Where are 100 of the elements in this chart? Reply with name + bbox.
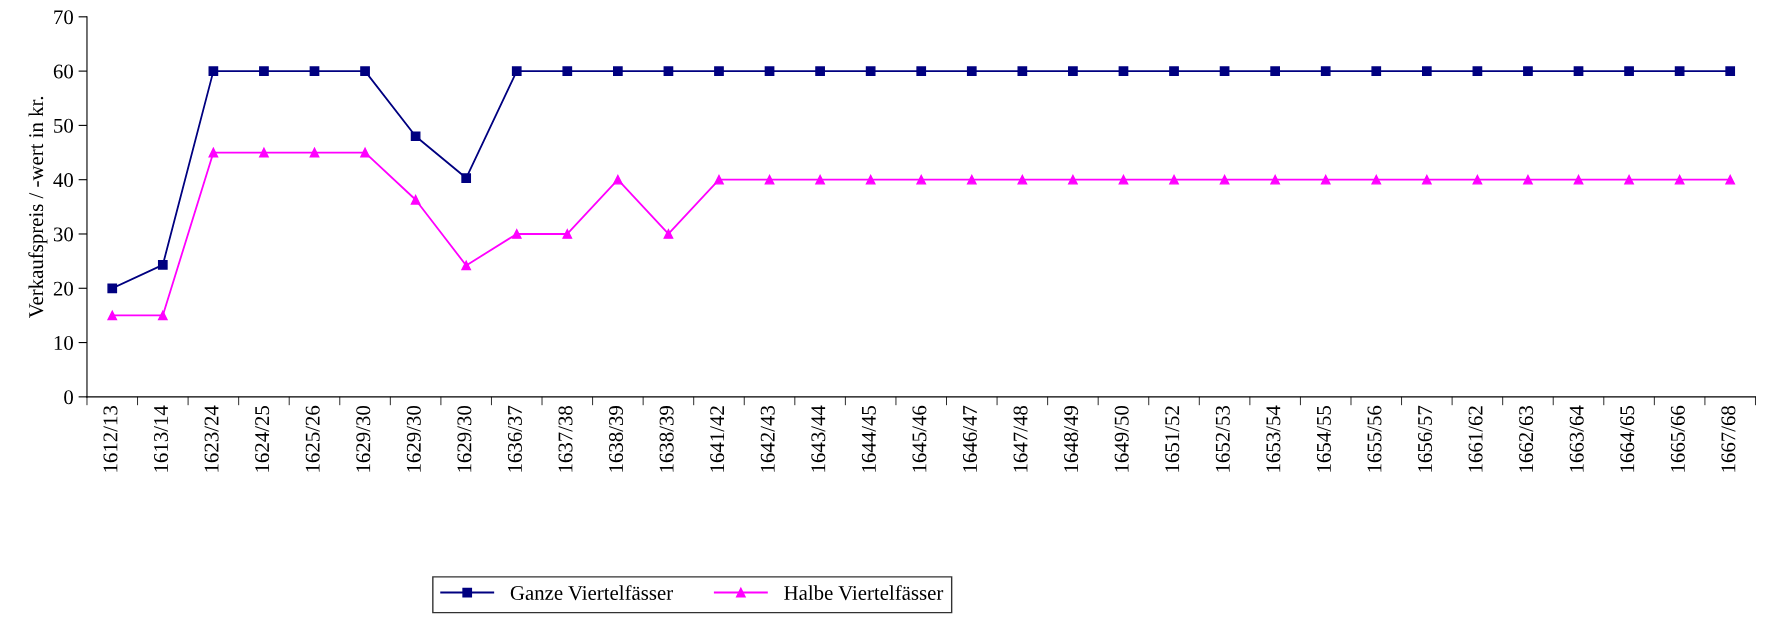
- point: [663, 229, 674, 239]
- point: [1320, 174, 1331, 185]
- x-tick-label: 1646/47: [963, 405, 977, 472]
- point: [1169, 174, 1179, 185]
- point: [1674, 66, 1685, 76]
- point: [1472, 174, 1483, 185]
- point: [259, 147, 269, 158]
- x-tick-label: 1612/13: [103, 406, 118, 472]
- point: [157, 310, 168, 321]
- point: [410, 131, 421, 142]
- x-tick-label: 1662/63: [1519, 406, 1534, 472]
- x-tick-label: 1629/30: [406, 405, 421, 472]
- y-tick-label: 0: [64, 390, 73, 405]
- point: [1068, 174, 1078, 185]
- x-tick-label: 1648/49: [1064, 406, 1079, 472]
- point: [663, 66, 674, 76]
- legend-label: Ganze Viertelfässer: [510, 585, 673, 601]
- x-tick-label: 1637/38: [558, 405, 573, 472]
- point: [1624, 66, 1634, 76]
- point: [612, 66, 623, 76]
- x-tick-label: 1613/14: [154, 405, 169, 472]
- x-tick-label: 1654/55: [1316, 406, 1331, 472]
- x-tick-label: 1642/43: [760, 406, 775, 472]
- point: [107, 283, 118, 294]
- point: [1118, 66, 1129, 76]
- point: [461, 173, 472, 183]
- point: [562, 66, 573, 76]
- point: [461, 260, 472, 271]
- y-tick-label: 30: [53, 227, 73, 242]
- y-tick-label: 70: [54, 10, 73, 25]
- point: [1270, 66, 1281, 76]
- point: [1421, 174, 1432, 185]
- point: [107, 310, 118, 321]
- x-tick-label: 1649/50: [1114, 405, 1129, 472]
- point: [1725, 66, 1736, 76]
- x-tick-label: 1641/42: [710, 406, 725, 472]
- point: [865, 174, 876, 185]
- point: [208, 66, 219, 76]
- point: [309, 66, 320, 76]
- point: [966, 66, 977, 76]
- point: [1017, 174, 1028, 185]
- x-tick-label: 1663/64: [1569, 405, 1584, 472]
- x-tick-label: 1636/37: [507, 405, 522, 472]
- point: [157, 260, 168, 270]
- point: [612, 174, 623, 185]
- x-tick-label: 1623/24: [204, 405, 219, 472]
- point: [1371, 174, 1382, 185]
- legend-label: Halbe Viertelfässer: [784, 585, 944, 601]
- point: [1674, 174, 1685, 185]
- x-tick-label: 1655/56: [1367, 405, 1382, 472]
- x-tick-label: 1664/65: [1620, 406, 1635, 472]
- point: [360, 147, 370, 158]
- point: [1573, 174, 1584, 185]
- x-tick-label: 1625/26: [305, 405, 320, 472]
- point: [511, 66, 522, 76]
- x-tick-label: 1643/44: [811, 405, 826, 472]
- x-tick-label: 1651/52: [1165, 406, 1180, 472]
- point: [916, 66, 927, 76]
- point: [714, 174, 724, 185]
- point: [1068, 66, 1078, 76]
- point: [1320, 66, 1331, 76]
- point: [1371, 66, 1382, 76]
- point: [1573, 66, 1584, 76]
- x-tick-label: 1652/53: [1215, 406, 1230, 472]
- x-tick-label: 1667/68: [1721, 405, 1736, 472]
- point: [1270, 174, 1281, 185]
- point: [865, 66, 876, 76]
- x-tick-label: 1665/66: [1670, 405, 1685, 472]
- point: [562, 229, 573, 239]
- point: [966, 174, 977, 185]
- point: [764, 174, 775, 185]
- point: [360, 66, 370, 76]
- point: [1725, 174, 1736, 185]
- point: [511, 229, 522, 239]
- y-tick-label: 40: [53, 173, 73, 188]
- y-tick-label: 60: [53, 64, 73, 79]
- x-tick-label: 1638/39: [659, 406, 674, 472]
- point: [259, 66, 269, 76]
- point: [1219, 66, 1230, 76]
- point: [1118, 174, 1129, 185]
- x-tick-label: 1647/48: [1013, 405, 1028, 472]
- point: [1523, 66, 1533, 76]
- point: [410, 194, 421, 205]
- point: [309, 147, 320, 158]
- y-tick-label: 10: [54, 335, 73, 350]
- point: [1017, 66, 1028, 76]
- y-tick-label: 20: [53, 281, 73, 296]
- x-tick-label: 1624/25: [255, 406, 270, 472]
- point: [1624, 174, 1634, 185]
- x-tick-label: 1629/30: [457, 405, 472, 472]
- point: [1219, 174, 1230, 185]
- point: [1169, 66, 1179, 76]
- x-tick-label: 1644/45: [861, 406, 876, 472]
- y-tick-label: 50: [54, 118, 73, 133]
- point: [1421, 66, 1432, 76]
- x-tick-label: 1656/57: [1418, 405, 1433, 472]
- point: [764, 66, 775, 76]
- point: [714, 66, 724, 76]
- point: [815, 174, 825, 185]
- x-tick-label: 1653/54: [1266, 405, 1281, 472]
